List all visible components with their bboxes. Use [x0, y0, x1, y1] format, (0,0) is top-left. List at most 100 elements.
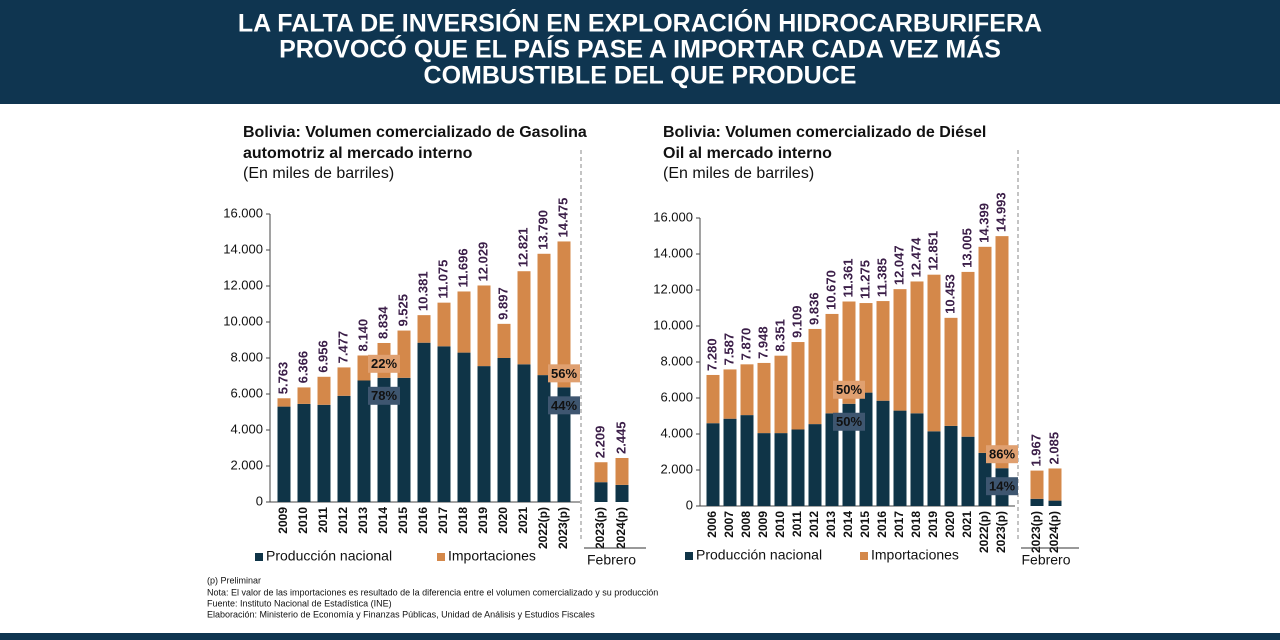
header-title: COMBUSTIBLE DEL QUE PRODUCE [424, 62, 857, 90]
total-label: 14.399 [976, 203, 991, 243]
total-label: 9.897 [495, 287, 510, 320]
total-label: 2.445 [613, 421, 628, 454]
x-tick-label: 2017 [892, 511, 906, 538]
bar-segment [417, 315, 431, 343]
bar-segment [517, 364, 531, 502]
note: Fuente: Instituto Nacional de Estadístic… [207, 598, 392, 608]
x-tick-label: 2012 [807, 511, 821, 538]
total-label: 14.993 [993, 192, 1008, 232]
total-label: 12.029 [475, 242, 490, 282]
bar-segment [377, 377, 391, 502]
annotation: 44% [551, 398, 577, 413]
bar-segment [893, 289, 907, 411]
x-tick-label: 2024(p) [614, 507, 628, 549]
total-label: 12.851 [925, 231, 940, 271]
bar-segment [740, 415, 754, 506]
legend-label: Producción nacional [266, 548, 392, 564]
bar-segment [357, 355, 371, 381]
total-label: 11.075 [435, 260, 450, 299]
total-label: 8.140 [355, 319, 370, 352]
total-label: 1.967 [1028, 434, 1043, 467]
bar-segment [961, 271, 975, 437]
x-tick-label: 2022(p) [536, 507, 550, 549]
bar-segment [978, 246, 992, 453]
bar-segment [457, 291, 471, 353]
total-label: 12.047 [891, 245, 906, 285]
legend-swatch [685, 552, 693, 560]
chart-title: Bolivia: Volumen comercializado de Diése… [663, 124, 986, 141]
y-tick-label: 16.000 [653, 209, 693, 224]
bar-segment [557, 387, 571, 502]
y-tick-label: 10.000 [223, 313, 263, 328]
bar-segment [594, 482, 608, 502]
bar-segment [910, 281, 924, 414]
x-tick-label: 2020 [943, 511, 957, 538]
total-label: 7.587 [721, 333, 736, 366]
legend-label: Importaciones [871, 547, 959, 563]
legend-swatch [255, 553, 263, 561]
total-label: 12.821 [515, 227, 530, 267]
x-tick-label: 2023(p) [556, 507, 570, 549]
bar-segment [995, 236, 1009, 469]
bar-segment [537, 375, 551, 502]
x-tick-label: 2013 [356, 507, 370, 534]
total-label: 7.870 [738, 328, 753, 361]
annotation: 86% [989, 447, 1015, 462]
x-tick-label: 2006 [705, 511, 719, 538]
annotation: 22% [371, 356, 397, 371]
chart-title: Oil al mercado interno [663, 145, 832, 162]
total-label: 11.385 [874, 258, 889, 297]
bar-segment [277, 406, 291, 502]
bar-segment [457, 352, 471, 502]
x-tick-label: 2015 [858, 511, 872, 538]
bar-segment [757, 433, 771, 506]
x-tick-label: 2007 [722, 511, 736, 538]
bar-segment [774, 433, 788, 506]
total-label: 7.280 [704, 338, 719, 371]
bar-segment [517, 271, 531, 365]
x-tick-label: 2014 [376, 507, 390, 534]
chart-subtitle: (En miles de barriles) [243, 165, 394, 182]
note: (p) Preliminar [207, 575, 261, 585]
legend-swatch [860, 552, 868, 560]
annotation-box [368, 386, 400, 405]
y-tick-label: 2.000 [230, 457, 263, 472]
legend-swatch [437, 553, 445, 561]
bar-segment [397, 377, 411, 502]
x-tick-label: 2020 [496, 507, 510, 534]
x-tick-label: 2014 [841, 511, 855, 538]
total-label: 8.351 [772, 319, 787, 352]
bar-segment [944, 425, 958, 506]
x-tick-label: 2011 [790, 511, 804, 537]
total-label: 5.763 [275, 362, 290, 395]
bar-segment [808, 328, 822, 425]
y-tick-label: 4.000 [230, 421, 263, 436]
total-label: 7.477 [335, 331, 350, 364]
total-label: 13.005 [959, 228, 974, 268]
bar-segment [537, 253, 551, 376]
bar-segment [557, 241, 571, 388]
x-tick-label: 2019 [926, 511, 940, 538]
x-tick-label: 2019 [476, 507, 490, 534]
y-tick-label: 8.000 [230, 349, 263, 364]
bar-segment [944, 317, 958, 426]
bar-segment [791, 342, 805, 430]
bar-segment [723, 418, 737, 506]
footer-band [0, 633, 1280, 640]
bar-segment [397, 330, 411, 378]
total-label: 11.275 [857, 260, 872, 299]
bar-segment [1048, 500, 1062, 506]
y-tick-label: 12.000 [223, 277, 263, 292]
x-tick-label: 2018 [456, 507, 470, 534]
chart-title: automotriz al mercado interno [243, 145, 473, 162]
y-tick-label: 0 [256, 493, 263, 508]
y-tick-label: 8.000 [660, 353, 693, 368]
x-tick-label: 2024(p) [1047, 511, 1061, 553]
total-label: 11.696 [455, 248, 470, 287]
bar-segment [477, 366, 491, 502]
bar-segment [910, 413, 924, 506]
annotation-box [548, 396, 580, 415]
x-tick-label: 2015 [396, 507, 410, 534]
annotation: 14% [989, 479, 1015, 494]
annotation-box [548, 364, 580, 383]
